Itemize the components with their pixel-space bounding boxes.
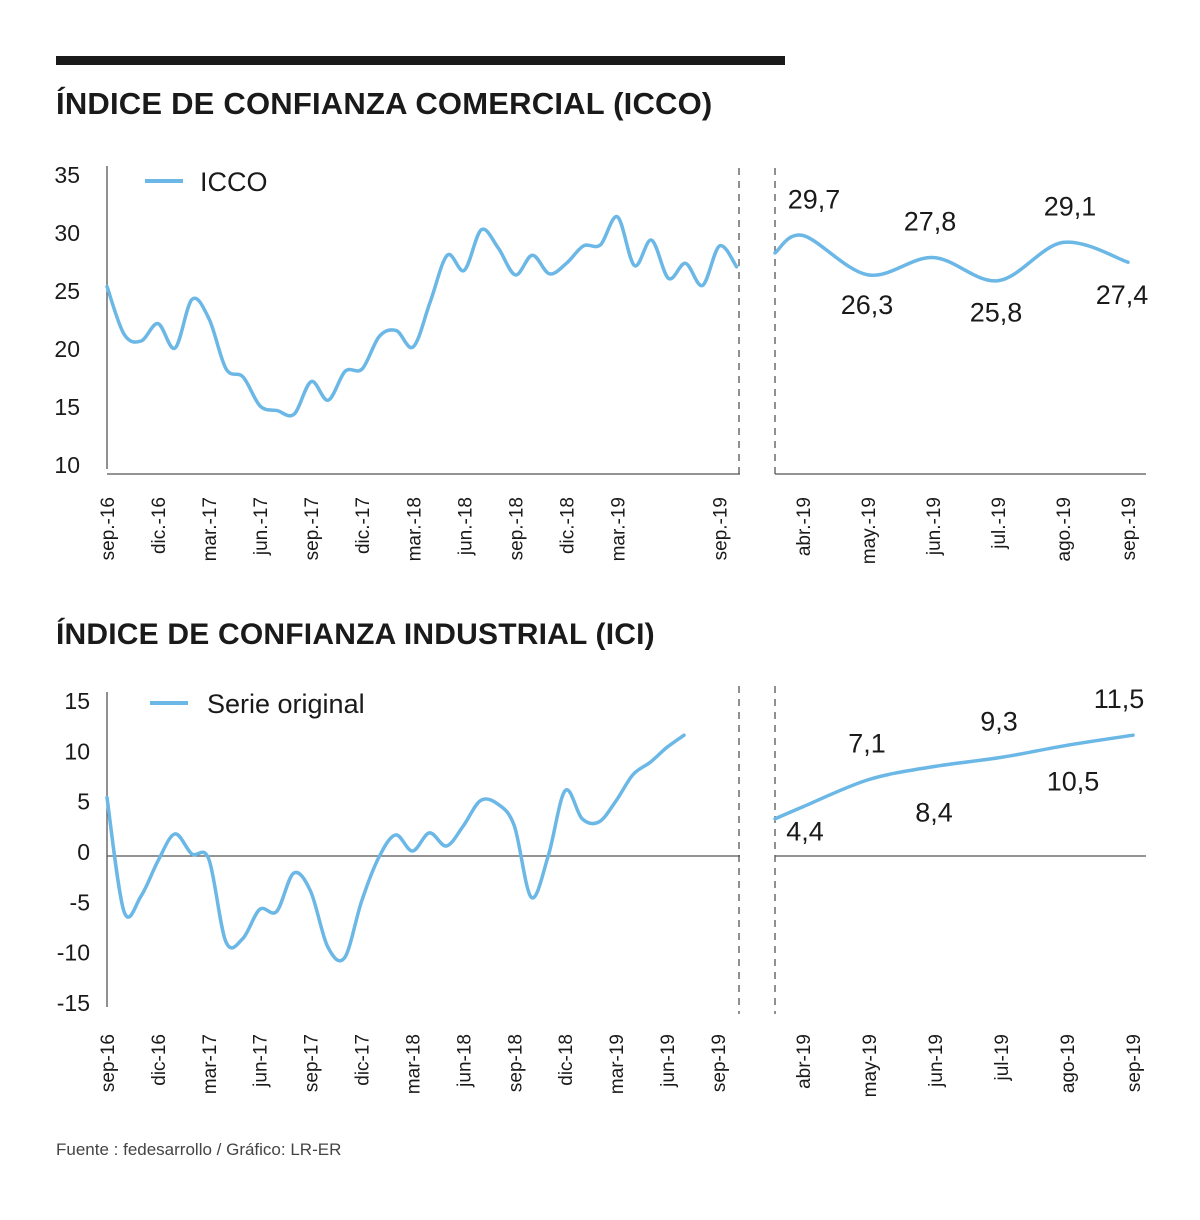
ici-data-label: 7,1 xyxy=(848,729,886,759)
ici-data-label: 9,3 xyxy=(980,706,1018,736)
ici-x-tick-label: mar-17 xyxy=(200,1034,221,1094)
ici-x-tick-label: mar-19 xyxy=(607,1034,628,1094)
icco-data-label: 26,3 xyxy=(841,290,894,320)
ici-x-tick-label: mar-18 xyxy=(403,1034,424,1094)
icco-y-tick-label: 30 xyxy=(54,220,80,246)
ici-data-label: 10,5 xyxy=(1047,766,1100,796)
ici-y-tick-label: -10 xyxy=(57,940,90,966)
icco-x-tick-label: sep.-16 xyxy=(98,497,119,560)
icco-data-label: 27,4 xyxy=(1096,280,1149,310)
icco-recent-line xyxy=(773,233,1130,283)
icco-x-tick-label: sep.-18 xyxy=(506,497,527,560)
ici-x-tick-label: ago-19 xyxy=(1058,1034,1079,1093)
icco-x-tick-label: ago.-19 xyxy=(1054,497,1075,561)
ici-x-tick-label: dic-18 xyxy=(556,1034,577,1086)
ici-x-tick-label: sep-18 xyxy=(505,1034,526,1092)
ici-x-tick-label: sep-19 xyxy=(709,1034,730,1092)
icco-x-tick-label: dic.-16 xyxy=(149,497,170,554)
icco-y-tick-label: 10 xyxy=(54,452,80,478)
ici-data-label: 11,5 xyxy=(1094,684,1145,714)
icco-x-tick-label: sep.-17 xyxy=(302,497,323,560)
icco-data-label: 29,1 xyxy=(1044,191,1097,221)
icco-y-tick-label: 35 xyxy=(54,162,80,188)
ici-legend: Serie original xyxy=(150,689,365,719)
ici-x-tick-labels: sep-16 dic-16 mar-17 jun-17 sep-17 dic-17 mar-… xyxy=(98,1034,1145,1097)
ici-x-tick-label: may-19 xyxy=(860,1034,881,1097)
ici-x-tick-label: jun-18 xyxy=(454,1034,475,1088)
ici-y-tick-label: 5 xyxy=(77,789,90,815)
icco-x-tick-label: jun.-18 xyxy=(455,497,476,556)
ici-x-tick-label: jun-19 xyxy=(926,1034,947,1088)
ici-data-label: 4,4 xyxy=(786,817,824,847)
ici-data-labels: 4,4 7,1 8,4 9,3 10,5 11,5 xyxy=(786,684,1144,846)
icco-x-tick-label: jun.-19 xyxy=(924,497,945,556)
icco-history-line xyxy=(105,215,739,418)
ici-x-tick-label: jul-19 xyxy=(992,1034,1013,1081)
icco-data-label: 25,8 xyxy=(970,298,1023,328)
icco-data-labels: 29,7 26,3 27,8 25,8 29,1 27,4 xyxy=(788,184,1149,327)
icco-y-tick-labels: 35 30 25 20 15 10 xyxy=(54,162,80,478)
icco-x-tick-label: sep.-19 xyxy=(1119,497,1140,560)
icco-legend-label: ICCO xyxy=(200,167,268,197)
ici-legend-label: Serie original xyxy=(207,689,365,719)
ici-axes xyxy=(106,686,1146,1014)
ici-y-tick-label: 0 xyxy=(77,839,90,865)
ici-chart-title: ÍNDICE DE CONFIANZA INDUSTRIAL (ICI) xyxy=(56,618,655,651)
icco-y-tick-label: 15 xyxy=(54,394,80,420)
icco-x-tick-label: jul.-19 xyxy=(989,497,1010,550)
icco-data-label: 29,7 xyxy=(788,184,841,214)
icco-x-tick-label: mar.-17 xyxy=(200,497,221,561)
icco-x-tick-label: dic.-18 xyxy=(557,497,578,554)
ici-x-tick-label: jun-19 xyxy=(658,1034,679,1088)
icco-x-tick-label: abr.-19 xyxy=(794,497,815,556)
icco-x-tick-label: mar.-19 xyxy=(608,497,629,561)
icco-chart: 35 30 25 20 15 10 sep.-16 dic.-16 mar.-17 jun.-1… xyxy=(54,162,1149,564)
ici-y-tick-label: 15 xyxy=(64,688,90,714)
ici-x-tick-label: abr-19 xyxy=(794,1034,815,1089)
top-rule xyxy=(56,56,785,65)
ici-recent-line xyxy=(773,733,1135,821)
icco-chart-title: ÍNDICE DE CONFIANZA COMERCIAL (ICCO) xyxy=(56,86,713,121)
icco-y-tick-label: 20 xyxy=(54,336,80,362)
ici-y-tick-label: -5 xyxy=(70,889,90,915)
ici-data-label: 8,4 xyxy=(915,797,953,827)
icco-x-tick-label: sep.-19 xyxy=(711,497,732,560)
ici-x-tick-label: sep-16 xyxy=(98,1034,119,1092)
icco-series-lines xyxy=(105,215,1130,418)
icco-x-tick-label: jun.-17 xyxy=(251,497,272,556)
icco-x-tick-label: dic.-17 xyxy=(353,497,374,554)
ici-x-tick-label: dic-17 xyxy=(353,1034,374,1086)
ici-y-tick-label: -15 xyxy=(57,990,90,1016)
icco-legend: ICCO xyxy=(145,167,268,197)
ici-y-tick-label: 10 xyxy=(64,738,90,764)
ici-x-tick-label: sep-17 xyxy=(302,1034,323,1092)
ici-x-tick-label: jun-17 xyxy=(251,1034,272,1088)
ici-series-lines xyxy=(105,733,1135,963)
icco-x-tick-label: mar.-18 xyxy=(404,497,425,561)
ici-y-tick-labels: 15 10 5 0 -5 -10 -15 xyxy=(57,688,90,1016)
icco-x-tick-labels: sep.-16 dic.-16 mar.-17 jun.-17 sep.-17 dic.-… xyxy=(98,497,1140,564)
icco-y-tick-label: 25 xyxy=(54,278,80,304)
ici-history-line xyxy=(105,733,686,963)
ici-x-tick-label: dic-16 xyxy=(149,1034,170,1086)
icco-x-tick-label: may.-19 xyxy=(859,497,880,564)
icco-axes xyxy=(106,166,1146,480)
source-note: Fuente : fedesarrollo / Gráfico: LR-ER xyxy=(56,1140,342,1159)
ici-x-tick-label: sep-19 xyxy=(1124,1034,1145,1092)
icco-data-label: 27,8 xyxy=(904,207,957,237)
